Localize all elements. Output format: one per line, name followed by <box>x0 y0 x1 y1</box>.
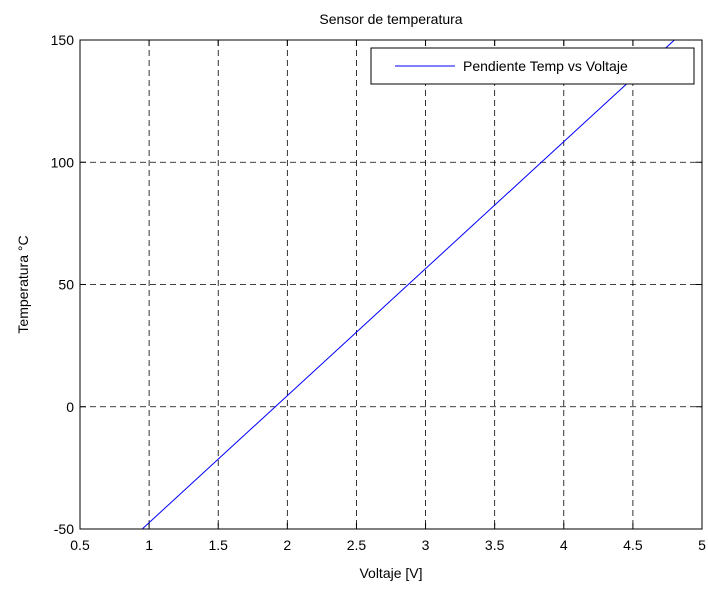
y-tick-label: -50 <box>54 521 74 537</box>
x-tick-label: 5 <box>698 537 706 553</box>
x-tick-label: 4 <box>560 537 568 553</box>
legend: Pendiente Temp vs Voltaje <box>370 47 695 85</box>
x-tick-label: 3.5 <box>485 537 505 553</box>
y-axis-label: Temperatura °C <box>15 235 31 333</box>
x-tick-label: 2.5 <box>347 537 367 553</box>
chart-title: Sensor de temperatura <box>319 11 462 27</box>
x-tick-label: 3 <box>422 537 430 553</box>
x-tick-label: 0.5 <box>70 537 90 553</box>
series-line <box>141 39 675 530</box>
y-tick-label: 50 <box>58 277 74 293</box>
x-axis-label: Voltaje [V] <box>359 565 422 581</box>
legend-label: Pendiente Temp vs Voltaje <box>463 58 628 74</box>
grid-lines <box>80 40 702 529</box>
y-tick-label: 100 <box>51 154 75 170</box>
series-layer <box>141 39 675 530</box>
x-tick-label: 2 <box>283 537 291 553</box>
y-tick-label: 150 <box>51 32 75 48</box>
x-tick-label: 4.5 <box>623 537 643 553</box>
x-tick-label: 1.5 <box>208 537 228 553</box>
x-tick-label: 1 <box>145 537 153 553</box>
axis-ticks: 0.5 1 1.5 2 2.5 3 3.5 4 4.5 5 -50 0 50 100 150 <box>51 32 706 553</box>
y-tick-label: 0 <box>66 399 74 415</box>
